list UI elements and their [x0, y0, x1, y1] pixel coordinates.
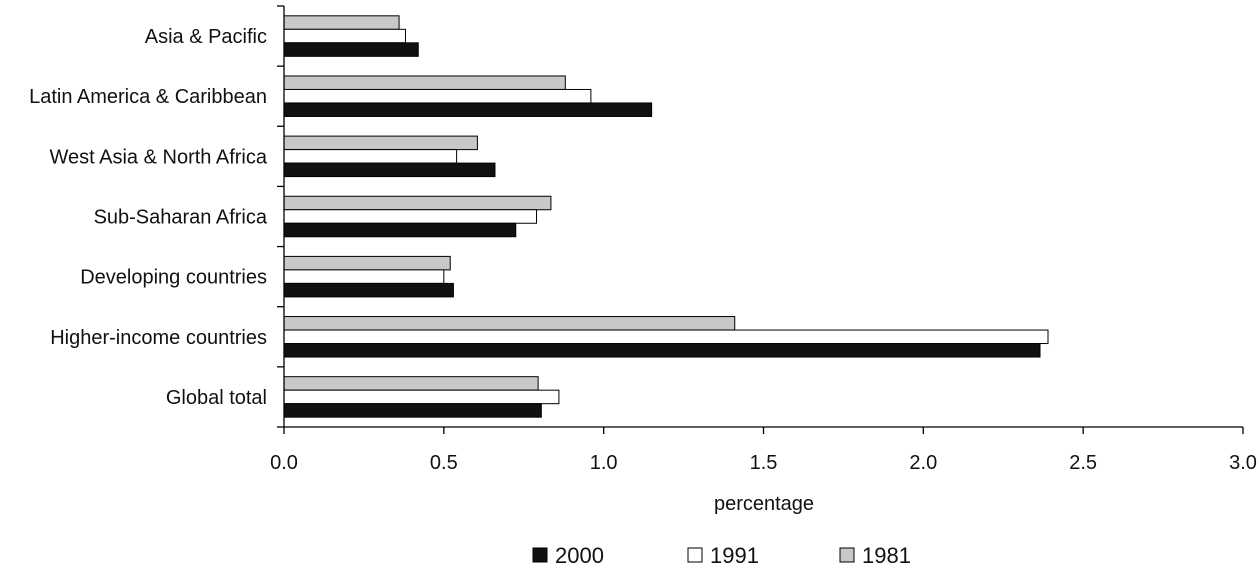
bar-1981-5	[283, 316, 736, 331]
legend-swatch-1981	[839, 547, 855, 563]
legend-label-1991: 1991	[710, 543, 759, 568]
bar-1991-6	[283, 389, 560, 405]
x-tick-label: 3.0	[1229, 452, 1257, 474]
legend-swatch-1991	[687, 547, 703, 563]
x-tick-label: 2.5	[1069, 452, 1097, 474]
category-label: Sub-Saharan Africa	[94, 207, 268, 229]
category-label: Asia & Pacific	[145, 26, 267, 48]
category-label: Latin America & Caribbean	[29, 86, 267, 108]
bar-2000-1	[283, 102, 653, 117]
bar-1981-0	[283, 15, 400, 30]
x-tick-label: 0.0	[270, 452, 298, 474]
bar-1981-4	[283, 255, 451, 271]
bar-2000-2	[283, 162, 496, 178]
bar-1981-1	[283, 75, 566, 90]
x-tick-label: 1.5	[750, 452, 778, 474]
x-ticks: 0.0 0.5 1.0 1.5 2.0 2.5 3.0	[270, 427, 1257, 474]
bars-group	[283, 15, 1049, 418]
bar-1991-1	[283, 88, 592, 104]
category-label: West Asia & North Africa	[50, 146, 268, 168]
bar-2000-4	[283, 282, 454, 298]
bar-2000-5	[283, 343, 1041, 358]
bar-1991-4	[283, 269, 445, 284]
bar-2000-3	[283, 222, 517, 238]
category-label: Developing countries	[80, 267, 267, 289]
bar-1981-6	[283, 376, 539, 391]
x-tick-label: 1.0	[590, 452, 618, 474]
x-tick-label: 2.0	[909, 452, 937, 474]
legend-label-2000: 2000	[555, 543, 604, 568]
bar-1981-3	[283, 195, 552, 211]
legend-label-1981: 1981	[862, 543, 911, 568]
legend: 2000 1991 1981	[532, 543, 911, 568]
category-label: Global total	[166, 387, 267, 409]
legend-swatch-2000	[532, 547, 548, 563]
bar-1991-5	[283, 329, 1049, 345]
bar-1981-2	[283, 135, 478, 151]
x-axis-title: percentage	[714, 493, 814, 515]
bar-1991-0	[283, 28, 406, 44]
category-labels: Asia & Pacific Latin America & Caribbean W…	[29, 26, 268, 409]
category-label: Higher-income countries	[50, 327, 267, 349]
bar-2000-0	[283, 42, 419, 57]
bar-1991-2	[283, 149, 458, 164]
x-tick-label: 0.5	[430, 452, 458, 474]
bar-1991-3	[283, 209, 538, 224]
bar-2000-6	[283, 403, 542, 418]
